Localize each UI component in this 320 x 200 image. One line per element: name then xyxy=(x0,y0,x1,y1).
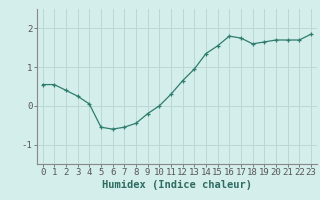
X-axis label: Humidex (Indice chaleur): Humidex (Indice chaleur) xyxy=(102,180,252,190)
